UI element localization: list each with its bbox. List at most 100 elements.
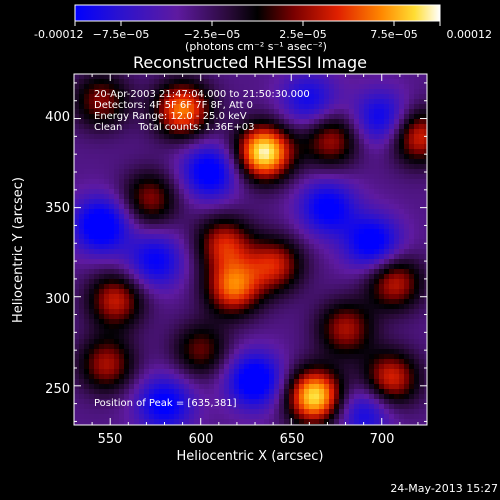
heatmap-cell	[184, 129, 190, 135]
heatmap-cell	[199, 259, 205, 265]
heatmap-cell	[334, 394, 340, 400]
heatmap-cell	[234, 384, 240, 390]
heatmap-cell	[274, 349, 280, 355]
heatmap-cell	[379, 209, 385, 215]
heatmap-cell	[114, 309, 120, 315]
heatmap-cell	[324, 374, 330, 380]
heatmap-cell	[384, 269, 390, 275]
heatmap-cell	[79, 239, 85, 245]
heatmap-cell	[284, 404, 290, 410]
heatmap-cell	[99, 419, 105, 425]
heatmap-cell	[84, 364, 90, 370]
heatmap-cell	[414, 84, 420, 90]
heatmap-cell	[269, 134, 275, 140]
heatmap-cell	[294, 99, 300, 105]
heatmap-cell	[219, 104, 225, 110]
heatmap-cell	[379, 299, 385, 305]
heatmap-cell	[384, 244, 390, 250]
heatmap-cell	[389, 269, 395, 275]
heatmap-cell	[309, 169, 315, 175]
heatmap-cell	[119, 104, 125, 110]
heatmap-cell	[164, 349, 170, 355]
heatmap-cell	[344, 234, 350, 240]
heatmap-cell	[214, 214, 220, 220]
heatmap-cell	[374, 79, 380, 85]
heatmap-cell	[314, 254, 320, 260]
heatmap-cell	[414, 194, 420, 200]
heatmap-cell	[294, 139, 300, 145]
heatmap-cell	[299, 404, 305, 410]
heatmap-cell	[234, 349, 240, 355]
heatmap-cell	[184, 309, 190, 315]
heatmap-cell	[284, 304, 290, 310]
heatmap-cell	[169, 329, 175, 335]
heatmap-cell	[344, 89, 350, 95]
heatmap-cell	[164, 159, 170, 165]
heatmap-cell	[419, 349, 425, 355]
heatmap-cell	[109, 209, 115, 215]
heatmap-cell	[329, 84, 335, 90]
heatmap-cell	[264, 99, 270, 105]
heatmap-cell	[174, 289, 180, 295]
heatmap-cell	[149, 244, 155, 250]
heatmap-cell	[179, 239, 185, 245]
heatmap-cell	[374, 244, 380, 250]
heatmap-cell	[339, 169, 345, 175]
heatmap-cell	[209, 374, 215, 380]
heatmap-cell	[189, 89, 195, 95]
heatmap-cell	[354, 174, 360, 180]
heatmap-cell	[259, 209, 265, 215]
heatmap-cell	[294, 404, 300, 410]
heatmap-cell	[364, 189, 370, 195]
heatmap-cell	[304, 149, 310, 155]
heatmap-cell	[259, 189, 265, 195]
heatmap-cell	[154, 239, 160, 245]
heatmap-cell	[169, 174, 175, 180]
heatmap-cell	[219, 109, 225, 115]
heatmap-cell	[274, 404, 280, 410]
heatmap-cell	[269, 274, 275, 280]
heatmap-cell	[239, 259, 245, 265]
heatmap-cell	[299, 74, 305, 80]
heatmap-cell	[209, 189, 215, 195]
heatmap-cell	[139, 319, 145, 325]
heatmap-cell	[414, 139, 420, 145]
heatmap-cell	[159, 149, 165, 155]
heatmap-cell	[179, 294, 185, 300]
heatmap-cell	[299, 104, 305, 110]
heatmap-cell	[119, 349, 125, 355]
heatmap-cell	[274, 144, 280, 150]
heatmap-cell	[184, 304, 190, 310]
heatmap-cell	[279, 294, 285, 300]
heatmap-cell	[399, 264, 405, 270]
heatmap-cell	[419, 279, 425, 285]
heatmap-cell	[324, 214, 330, 220]
heatmap-cell	[174, 94, 180, 100]
heatmap-cell	[379, 279, 385, 285]
heatmap-cell	[214, 384, 220, 390]
heatmap-cell	[309, 254, 315, 260]
heatmap-cell	[79, 299, 85, 305]
heatmap-cell	[159, 414, 165, 420]
heatmap-cell	[179, 344, 185, 350]
heatmap-cell	[329, 134, 335, 140]
heatmap-cell	[224, 289, 230, 295]
heatmap-cell	[144, 304, 150, 310]
heatmap-cell	[209, 209, 215, 215]
heatmap-cell	[289, 404, 295, 410]
heatmap-cell	[119, 289, 125, 295]
heatmap-cell	[154, 414, 160, 420]
heatmap-cell	[314, 259, 320, 265]
heatmap-cell	[79, 319, 85, 325]
heatmap-cell	[89, 369, 95, 375]
heatmap-cell	[194, 89, 200, 95]
heatmap-cell	[224, 244, 230, 250]
heatmap-cell	[179, 259, 185, 265]
heatmap-cell	[279, 109, 285, 115]
heatmap-cell	[199, 174, 205, 180]
heatmap-cell	[99, 124, 105, 130]
heatmap-cell	[149, 344, 155, 350]
heatmap-cell	[309, 319, 315, 325]
heatmap-cell	[219, 274, 225, 280]
heatmap-cell	[244, 369, 250, 375]
